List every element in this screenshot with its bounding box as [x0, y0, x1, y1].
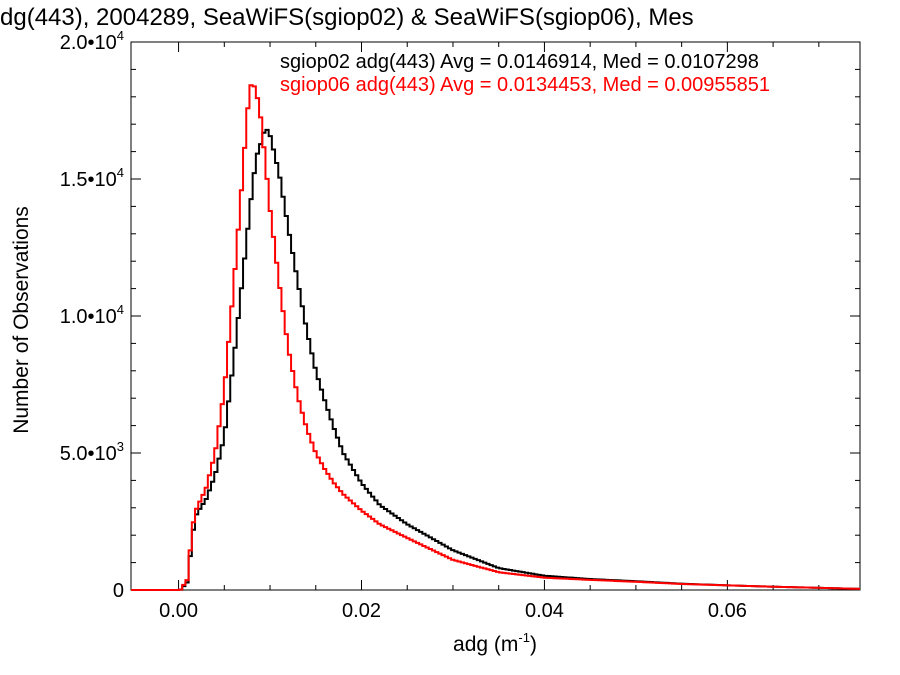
- y-tick-label-base: 1.5•10: [60, 169, 117, 191]
- x-axis-label-text: adg (m: [453, 633, 518, 656]
- tick-labels: 0.00 0.02 0.04 0.0605.0•1031.0•1041.5•1042.…: [60, 28, 747, 622]
- chart-title: dg(443), 2004289, SeaWiFS(sgiop02) & Sea…: [0, 4, 694, 31]
- x-tick-label: 0.00: [159, 600, 198, 622]
- x-tick-label: 0.04: [525, 600, 564, 622]
- y-tick-label-exponent: 3: [117, 439, 124, 454]
- x-axis-label-close: ): [530, 633, 537, 656]
- y-tick-label: 0: [113, 580, 124, 602]
- y-axis-label: Number of Observations: [10, 206, 33, 434]
- y-tick-label-base: 0: [113, 580, 124, 602]
- y-tick-label: 1.0•104: [60, 302, 124, 328]
- legend-entry-sgiop06: sgiop06 adg(443) Avg = 0.0134453, Med = …: [280, 74, 770, 96]
- axes-frame: [130, 41, 861, 591]
- y-tick-label-exponent: 4: [117, 28, 124, 43]
- x-tick-label: 0.02: [342, 600, 381, 622]
- y-tick-label-base: 2.0•10: [60, 32, 117, 54]
- y-tick-label: 5.0•103: [60, 439, 124, 465]
- y-tick-label: 1.5•104: [60, 165, 124, 191]
- x-tick-label: 0.06: [708, 600, 747, 622]
- series-line-sgiop06: [131, 84, 860, 591]
- legend-entry-sgiop02: sgiop02 adg(443) Avg = 0.0146914, Med = …: [280, 51, 759, 73]
- y-tick-label-exponent: 4: [117, 165, 124, 180]
- x-axis-label: adg (m-1): [453, 630, 537, 656]
- y-tick-label-base: 5.0•10: [60, 443, 117, 465]
- y-tick-label: 2.0•104: [60, 28, 124, 54]
- series-layer: [131, 84, 860, 591]
- legend: sgiop02 adg(443) Avg = 0.0146914, Med = …: [280, 51, 770, 96]
- y-tick-label-exponent: 4: [117, 302, 124, 317]
- x-axis-label-unit-exp: -1: [518, 630, 530, 645]
- y-tick-label-base: 1.0•10: [60, 306, 117, 328]
